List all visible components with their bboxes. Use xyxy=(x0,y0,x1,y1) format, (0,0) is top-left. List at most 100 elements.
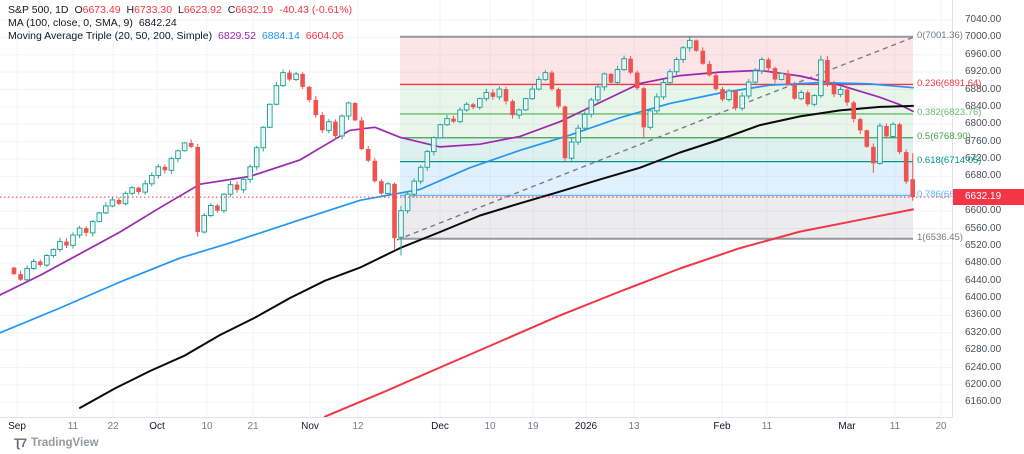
candle xyxy=(628,58,633,73)
candle xyxy=(201,215,207,233)
candle xyxy=(345,102,352,117)
fib-band-0.786 xyxy=(400,195,913,239)
price-axis-label: 6520.00 xyxy=(965,239,1002,251)
time-axis[interactable]: Sep 11 22 Oct 10 21 Nov 12 Dec 10 19 2026 13 Feb 11 Mar… xyxy=(0,418,952,434)
time-axis-label: 11 xyxy=(761,421,773,432)
candle xyxy=(89,221,96,234)
candlestick-series[interactable] xyxy=(11,36,915,282)
candle xyxy=(470,104,476,108)
candle xyxy=(871,146,876,164)
candle xyxy=(293,73,299,81)
price-axis-label: 6960.00 xyxy=(965,48,1002,60)
candle xyxy=(864,130,870,147)
ma-line-sma-20 xyxy=(0,69,914,296)
price-axis-label: 7040.00 xyxy=(965,14,1002,25)
close-value: 6632.19 xyxy=(235,4,274,16)
candle xyxy=(503,89,509,102)
high-value: 6733.30 xyxy=(134,4,173,16)
candle xyxy=(608,73,614,83)
time-axis-label: Nov xyxy=(301,421,319,432)
fib-label-0.786: 0.786(6635.94) xyxy=(917,189,982,201)
candle xyxy=(588,99,595,115)
low-label: L xyxy=(177,4,184,16)
candle xyxy=(463,103,470,111)
time-axis-label: 11 xyxy=(889,421,901,432)
candle xyxy=(306,86,312,100)
price-axis-label: 6240.00 xyxy=(965,361,1002,373)
fib-label-0.618: 0.618(6714.05) xyxy=(917,155,982,167)
price-axis-label: 6680.00 xyxy=(965,170,1002,182)
candle xyxy=(181,142,188,152)
fib-label-0.236: 0.236(6891.64) xyxy=(917,77,982,89)
candle xyxy=(510,101,515,116)
candlestick-chart[interactable] xyxy=(0,0,952,417)
time-axis-label: 13 xyxy=(628,421,640,432)
candle xyxy=(890,123,896,138)
candle xyxy=(811,95,818,105)
candle xyxy=(831,84,837,95)
candle xyxy=(897,124,902,153)
candle xyxy=(720,89,725,100)
candle xyxy=(326,121,332,131)
candle xyxy=(411,180,417,195)
candle xyxy=(772,68,778,80)
candle xyxy=(680,47,686,60)
candle xyxy=(877,125,883,164)
price-axis-label: 6560.00 xyxy=(965,222,1002,234)
candle xyxy=(785,73,791,85)
high-label: H xyxy=(126,4,135,16)
candle xyxy=(339,115,345,137)
candle xyxy=(195,146,200,232)
time-axis-label: 10 xyxy=(484,421,496,432)
price-axis[interactable]: 6632.19 7040.00 7000.00 6960.00 6920.00 6880… xyxy=(953,0,1024,417)
price-axis-label: 6320.00 xyxy=(965,326,1002,338)
tradingview-logo[interactable]: Ʈ7 TradingView xyxy=(14,436,99,450)
time-axis-label: 10 xyxy=(201,421,213,432)
chart-pane[interactable] xyxy=(0,0,953,418)
candle xyxy=(536,79,542,90)
candle xyxy=(149,175,155,185)
candle xyxy=(234,184,240,190)
candle xyxy=(175,150,181,160)
candle xyxy=(37,261,43,265)
candle xyxy=(745,81,752,97)
candle xyxy=(903,152,909,182)
legend-ma-triple-row[interactable]: Moving Average Triple (20, 50, 200, Simp… xyxy=(8,30,352,42)
fib-band-0 xyxy=(400,36,913,85)
candle xyxy=(188,142,194,147)
chart-legend: S&P 500, 1D O6673.49 H6733.30 L6623.92 C… xyxy=(8,4,352,43)
candle xyxy=(109,199,116,207)
candle xyxy=(707,63,712,76)
fib-label-0.382: 0.382(6823.76) xyxy=(917,107,982,119)
time-axis-label: 22 xyxy=(107,421,119,432)
price-axis-label: 6600.00 xyxy=(965,205,1002,217)
candle xyxy=(320,115,325,131)
tradingview-wordmark: TradingView xyxy=(31,437,99,449)
candle xyxy=(457,109,463,123)
candle xyxy=(227,184,234,195)
candle xyxy=(910,179,915,198)
time-axis-label: 19 xyxy=(527,421,539,432)
candle xyxy=(431,137,437,153)
candle xyxy=(818,59,824,97)
ma100-title: MA (100, close, 0, SMA, 9) xyxy=(8,17,133,29)
candle xyxy=(667,71,673,84)
candle xyxy=(30,261,37,269)
price-axis-label: 6280.00 xyxy=(965,344,1002,356)
close-label: C xyxy=(227,4,236,16)
legend-symbol-row[interactable]: S&P 500, 1D O6673.49 H6733.30 L6623.92 C… xyxy=(8,4,352,16)
price-axis-label: 6720.00 xyxy=(965,153,1002,165)
candle xyxy=(884,126,889,137)
fib-band-0.382 xyxy=(400,113,913,138)
candle xyxy=(247,166,253,180)
candle xyxy=(516,109,522,116)
price-axis-label: 6400.00 xyxy=(965,292,1002,304)
candle xyxy=(300,73,305,87)
price-axis-label: 6440.00 xyxy=(965,274,1002,286)
fib-band-0.5 xyxy=(400,137,913,162)
candle xyxy=(759,59,765,72)
candle xyxy=(752,70,759,83)
candle xyxy=(686,39,693,49)
candle xyxy=(273,85,280,105)
legend-ma100-row[interactable]: MA (100, close, 0, SMA, 9) 6842.24 xyxy=(8,17,352,29)
